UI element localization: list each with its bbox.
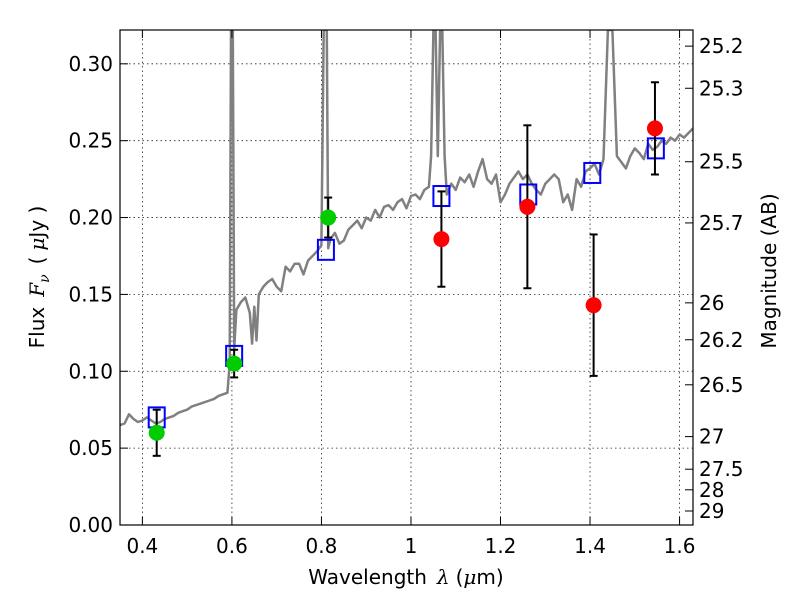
red-data-point [585, 297, 602, 314]
x-tick-label: 0.6 [216, 534, 248, 558]
y-tick-label: 0.10 [68, 359, 113, 383]
y-tick-label: 0.20 [68, 206, 113, 230]
x-tick-label: 0.8 [306, 534, 338, 558]
y-tick-label: 0.25 [68, 129, 113, 153]
x-tick-label: 1.2 [485, 534, 517, 558]
x-axis-unit-mu: μ [463, 565, 476, 589]
green-data-point [226, 355, 243, 372]
y-axis-label-subscript: ν [37, 274, 53, 283]
spectrum-line [120, 30, 693, 427]
grid-layer [120, 30, 693, 526]
y-tick-label: 0.15 [68, 282, 113, 306]
y2-tick-label: 25.7 [699, 211, 744, 235]
x-axis-label: Wavelength λ (μm) [308, 565, 503, 589]
x-tick-label: 0.4 [126, 534, 158, 558]
y2-tick-label: 25.5 [699, 150, 744, 174]
x-axis-unit-rest: m) [476, 565, 503, 589]
y-tick-label: 0.30 [68, 52, 113, 76]
y2-tick-label: 28 [699, 478, 724, 502]
tick-layer: 0.4 0.6 0.8 1 1.2 1.4 1.6 0.00 0.05 0.10 0.15 0.20 0… [68, 30, 744, 558]
y-axis-unit-rest: Jy ) [25, 206, 49, 240]
x-tick-label: 1.6 [664, 534, 696, 558]
y2-tick-label: 25.2 [699, 34, 744, 58]
y2-tick-label: 27 [699, 425, 724, 449]
plot-frame [119, 29, 694, 526]
model-point-square [583, 161, 602, 184]
y-tick-label: 0.05 [68, 436, 113, 460]
y2-tick-label: 26 [699, 291, 724, 315]
x-tick-label: 1 [405, 534, 418, 558]
y-axis-unit-mu: μ [25, 238, 49, 251]
red-data-point [433, 231, 450, 248]
y-axis-label: Flux Fν ( μJy ) [25, 206, 53, 349]
y-axis-label-symbol: F [25, 282, 49, 298]
y-axis-label-prefix: Flux [25, 307, 49, 349]
x-axis-label-text: Wavelength [308, 565, 427, 589]
green-data-point [320, 209, 337, 226]
x-axis-label-symbol: λ [436, 565, 450, 589]
red-data-point [646, 120, 663, 137]
red-data-point [519, 198, 536, 215]
y2-tick-label: 29 [699, 499, 724, 523]
y2-tick-label: 25.3 [699, 76, 744, 100]
y2-tick-label: 27.5 [699, 457, 744, 481]
x-axis-unit-open: ( [456, 565, 464, 589]
series-layer [120, 30, 693, 457]
y2-tick-label: 26.2 [699, 328, 744, 352]
x-tick-label: 1.4 [574, 534, 606, 558]
secondary-y-axis-label: Magnitude (AB) [757, 193, 781, 348]
green-data-point [148, 424, 165, 441]
y-axis-unit-open: ( [25, 257, 49, 265]
model-point-square [316, 238, 335, 261]
y2-tick-label: 26.5 [699, 373, 744, 397]
y-tick-label: 0.00 [68, 513, 113, 537]
